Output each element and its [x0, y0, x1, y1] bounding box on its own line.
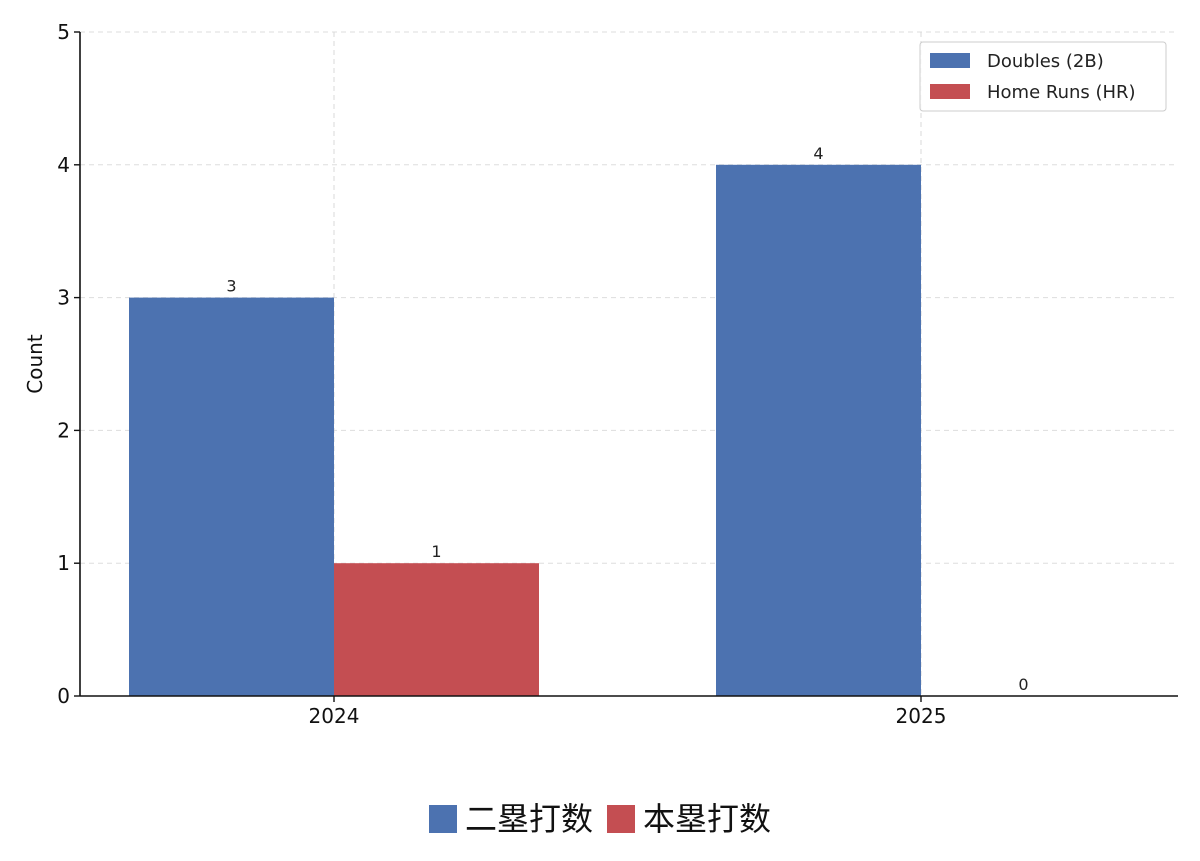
bars	[129, 164, 921, 697]
y-tick-label: 0	[57, 684, 70, 708]
legend-label-home-runs: Home Runs (HR)	[987, 82, 1136, 103]
bar-value-label: 1	[431, 542, 441, 561]
bottom-legend-swatch-doubles	[428, 805, 457, 833]
y-tick-label: 4	[57, 153, 70, 177]
y-axis-title: Count	[23, 334, 47, 394]
x-tick-label: 2025	[896, 704, 947, 728]
bar-value-label: 0	[1018, 675, 1028, 694]
bottom-legend-swatch-home-runs	[607, 805, 635, 833]
y-tick-label: 1	[57, 551, 70, 575]
legend-swatch-home-runs	[930, 84, 970, 99]
legend-frame	[919, 41, 1167, 112]
bar-value-labels: 3 4 1 0	[226, 144, 1028, 694]
bottom-legend-item-doubles: 二塁打数	[428, 800, 593, 838]
y-tick-label: 2	[57, 418, 70, 442]
axes	[79, 32, 1178, 697]
bar	[716, 164, 921, 697]
bottom-legend-item-home-runs: 本塁打数	[607, 803, 771, 835]
bar	[334, 563, 539, 696]
legend: Doubles (2B) Home Runs (HR)	[919, 41, 1167, 112]
x-tick-label: 2024	[309, 704, 360, 728]
y-tick-label: 3	[57, 286, 70, 310]
y-tick-label: 5	[57, 20, 70, 44]
bar-value-label: 4	[813, 144, 823, 163]
bar-chart: 0 1 2 3 4 5 2024 2025 3 4 1 0 Count Doubles (2B) H…	[23, 20, 1178, 728]
bar	[129, 297, 334, 696]
bottom-legend-label-doubles: 二塁打数	[464, 800, 593, 838]
tick-labels: 0 1 2 3 4 5 2024 2025	[57, 20, 946, 728]
legend-label-doubles: Doubles (2B)	[987, 51, 1104, 72]
bottom-legend-label-home-runs: 本塁打数	[643, 800, 772, 838]
legend-swatch-doubles	[930, 53, 970, 68]
bottom-legend: 二塁打数 本塁打数	[0, 796, 1200, 842]
bar-value-label: 3	[226, 277, 236, 296]
